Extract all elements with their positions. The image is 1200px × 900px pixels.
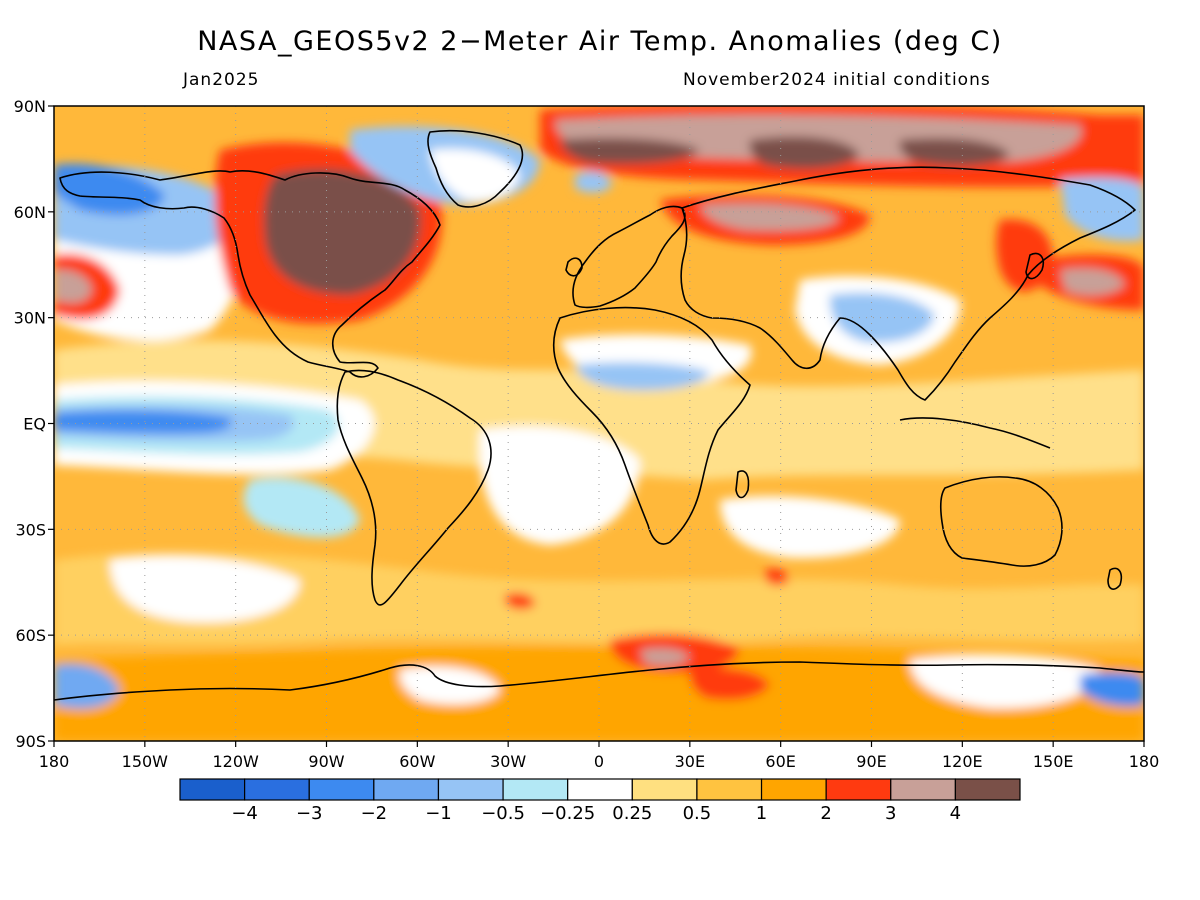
anomaly-weddell-white [399,666,500,705]
colorbar-swatch [179,778,246,801]
colorbar-swatch [437,778,504,801]
colorbar-label: −4 [231,803,258,824]
coast-indonesia [899,417,1051,449]
coast-new-zealand [1107,567,1123,590]
colorbar-swatch [308,778,375,801]
lon-tick-label: 120W [212,752,259,771]
coast-europe [572,205,686,309]
colorbar-label: 2 [820,803,831,824]
lon-tick-label: 180 [39,752,70,771]
lat-tick-label: 30N [14,309,46,328]
anomaly-sahel-blue [575,362,710,391]
coast-africa [552,306,751,545]
colorbar: −4 −3 −2 −1 −0.5 −0.25 0.25 0.5 1 2 3 4 [179,778,1021,824]
colorbar-label: 0.25 [612,803,652,824]
coast-greenland [427,129,524,208]
colorbar-swatch [696,778,763,801]
colorbar-label: −1 [425,803,452,824]
anomaly-satl-white [479,426,640,545]
anomaly-greenland-white [430,148,520,202]
coast-madagascar [735,470,750,499]
colorbar-swatch [567,778,633,801]
anomaly-eq-blue [54,410,232,434]
lon-tick-label: 60W [399,752,435,771]
anomaly-sepac-cool [243,477,360,538]
lon-tick-label: 60E [765,752,795,771]
anomaly-field [54,106,1144,741]
colorbar-label: 3 [885,803,896,824]
colorbar-swatch [760,778,827,801]
colorbar-swatch [373,778,440,801]
anomaly-eastasia-red [996,219,1053,292]
lat-tick-label: 60S [15,626,46,645]
lat-tick-label: 90N [14,97,46,116]
coast-antarctica [54,661,1144,701]
grid-lines [54,106,1144,741]
anomaly-arctic-brown-2 [749,136,860,169]
latitude-ticks: 90N 60N 30N EQ 30S 60S 90S [14,97,54,751]
coast-uk [565,257,583,277]
anomaly-ant-red-2 [689,667,770,701]
coast-north-america [59,170,441,378]
colorbar-label: −0.5 [481,803,525,824]
anomaly-spac-white [110,556,300,623]
colorbar-swatch [244,778,310,801]
lon-tick-label: 150E [1033,752,1074,771]
lon-tick-label: 30W [490,752,526,771]
coast-south-america [336,369,492,606]
anomaly-kamchatka-cool [1060,177,1144,242]
forecast-month: Jan2025 [183,70,260,90]
colorbar-label: −3 [296,803,323,824]
lon-tick-label: 90E [856,752,886,771]
anomaly-tibet-blue [829,292,935,343]
colorbar-swatch [890,778,956,801]
anomaly-npac-west-rose [1060,268,1125,296]
anomaly-arctic-brown-3 [899,138,1010,166]
anomaly-so-spot-2 [765,568,789,586]
anomaly-na-brown [263,169,421,295]
initial-conditions: November2024 initial conditions [683,70,991,90]
colorbar-swatch [825,778,892,801]
coast-australia [939,476,1063,567]
lat-tick-label: 60N [14,203,46,222]
colorbar-swatch [631,778,698,801]
colorbar-label: 0.5 [683,803,712,824]
anomaly-ross-white [910,654,1100,709]
anomaly-arctic-brown [560,138,700,164]
anomaly-sio-white [720,496,900,559]
anomaly-pale-south [54,551,1144,645]
lat-tick-label: 30S [15,520,46,539]
coast-asia [680,166,1136,401]
lon-tick-label: 120E [942,752,983,771]
lon-tick-label: 150W [122,752,169,771]
map-title: NASA_GEOS5v2 2−Meter Air Temp. Anomalies… [197,26,1003,57]
colorbar-swatch [502,778,569,801]
anomaly-barents-cool [575,171,612,193]
lon-tick-label: 30E [675,752,705,771]
anomaly-so-spot [505,593,535,610]
anomaly-alaska-blue [54,163,165,215]
colorbar-label: 1 [756,803,767,824]
longitude-ticks: 180 150W 120W 90W 60W 30W 0 30E 60E 90E 120E 150E 18… [39,741,1160,771]
colorbar-swatch [954,778,1021,801]
lat-tick-label: 90S [15,732,46,751]
coast-japan [1025,252,1045,280]
lon-tick-label: 0 [594,752,604,771]
lat-tick-label: EQ [23,415,46,434]
anomaly-ross-blue [1080,672,1144,707]
colorbar-label: 4 [950,803,961,824]
colorbar-label: −2 [361,803,388,824]
anomaly-epac-core [54,269,92,303]
lon-tick-label: 180 [1129,752,1160,771]
lon-tick-label: 90W [308,752,344,771]
coastlines [54,129,1144,701]
colorbar-label: −0.25 [540,803,595,824]
anomaly-siberia-rose [700,203,840,231]
anomaly-ant-rose [640,648,690,666]
anomaly-ant-orange [54,645,1144,741]
